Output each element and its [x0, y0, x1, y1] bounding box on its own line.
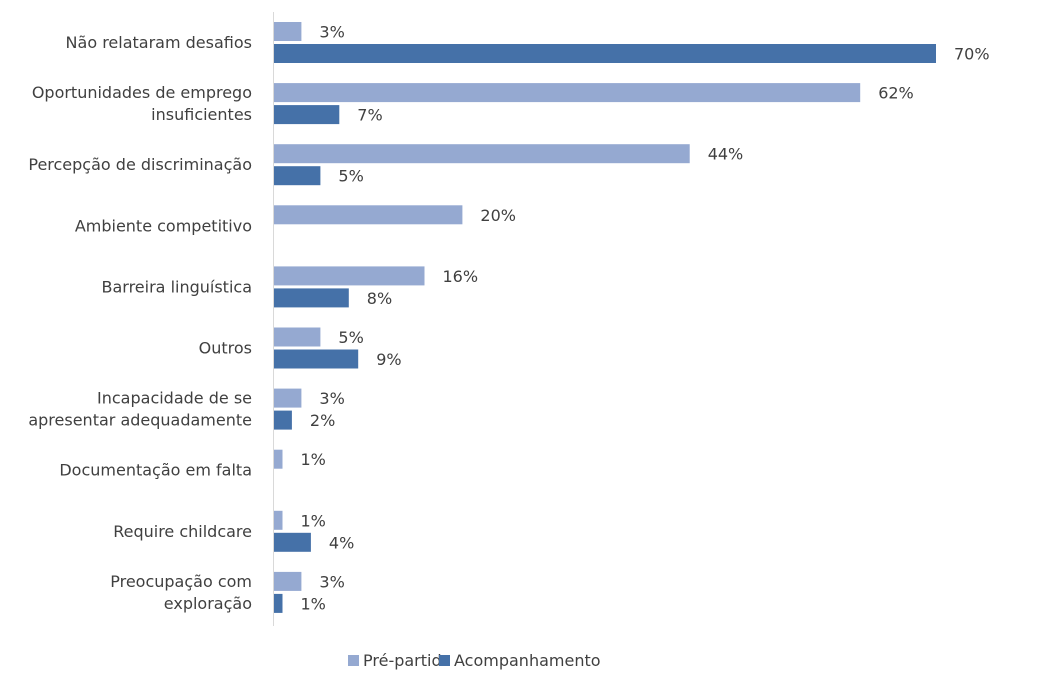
- category-label: Incapacidade de se: [97, 389, 252, 408]
- category-label: Require childcare: [113, 522, 252, 541]
- category-label: Percepção de discriminação: [28, 155, 252, 174]
- category-labels: Não relataram desafios Oportunidades de e…: [28, 33, 252, 613]
- category-label: Oportunidades de emprego: [32, 83, 252, 102]
- category-label: Outros: [199, 339, 252, 358]
- category-label: Não relataram desafios: [66, 33, 252, 52]
- bar-acompanhamento: [273, 288, 349, 308]
- bar-acompanhamento: [273, 44, 936, 63]
- category-label: Documentação em falta: [59, 461, 252, 480]
- data-label: 3%: [319, 389, 344, 408]
- data-label: 3%: [319, 23, 344, 42]
- data-label: 8%: [367, 289, 392, 308]
- data-label: 62%: [878, 84, 914, 103]
- legend-swatch: [439, 655, 450, 666]
- data-label: 44%: [708, 145, 744, 164]
- bar-acompanhamento: [273, 593, 283, 613]
- legend-swatch: [348, 655, 359, 666]
- bar-acompanhamento: [273, 166, 321, 186]
- data-label: 1%: [301, 450, 326, 469]
- bar-pre-partida: [273, 144, 690, 164]
- category-label: Barreira linguística: [102, 277, 253, 296]
- legend: Pré-partida Acompanhamento: [348, 651, 601, 670]
- bar-pre-partida: [273, 571, 302, 591]
- data-label: 7%: [357, 106, 382, 125]
- bar-pre-partida: [273, 22, 302, 41]
- legend-label: Pré-partida: [363, 651, 451, 670]
- bar-pre-partida: [273, 327, 321, 347]
- bar-pre-partida: [273, 388, 302, 408]
- category-label: exploração: [164, 594, 252, 613]
- bar-pre-partida: [273, 510, 283, 530]
- data-label: 9%: [376, 350, 401, 369]
- data-label: 1%: [301, 511, 326, 530]
- legend-label: Acompanhamento: [454, 651, 601, 670]
- data-label: 3%: [319, 572, 344, 591]
- bar-pre-partida: [273, 266, 425, 286]
- data-label: 5%: [338, 167, 363, 186]
- bar-acompanhamento: [273, 349, 359, 369]
- bars: [273, 22, 936, 613]
- data-label: 1%: [301, 594, 326, 613]
- category-label: apresentar adequadamente: [28, 411, 252, 430]
- bar-pre-partida: [273, 449, 283, 469]
- bar-pre-partida: [273, 83, 861, 103]
- bar-acompanhamento: [273, 532, 311, 552]
- data-label: 4%: [329, 533, 354, 552]
- value-labels: 3%70%62%7%44%5%20%16%8%5%9%3%2%1%1%4%3%1…: [301, 23, 990, 614]
- category-label: Ambiente competitivo: [75, 216, 252, 235]
- data-label: 2%: [310, 411, 335, 430]
- data-label: 20%: [480, 206, 516, 225]
- category-label: insuficientes: [151, 105, 252, 124]
- data-label: 5%: [338, 328, 363, 347]
- bar-acompanhamento: [273, 410, 292, 430]
- data-label: 70%: [954, 45, 990, 64]
- category-label: Preocupação com: [110, 572, 252, 591]
- bar-acompanhamento: [273, 105, 340, 125]
- data-label: 16%: [443, 267, 479, 286]
- bar-pre-partida: [273, 205, 463, 225]
